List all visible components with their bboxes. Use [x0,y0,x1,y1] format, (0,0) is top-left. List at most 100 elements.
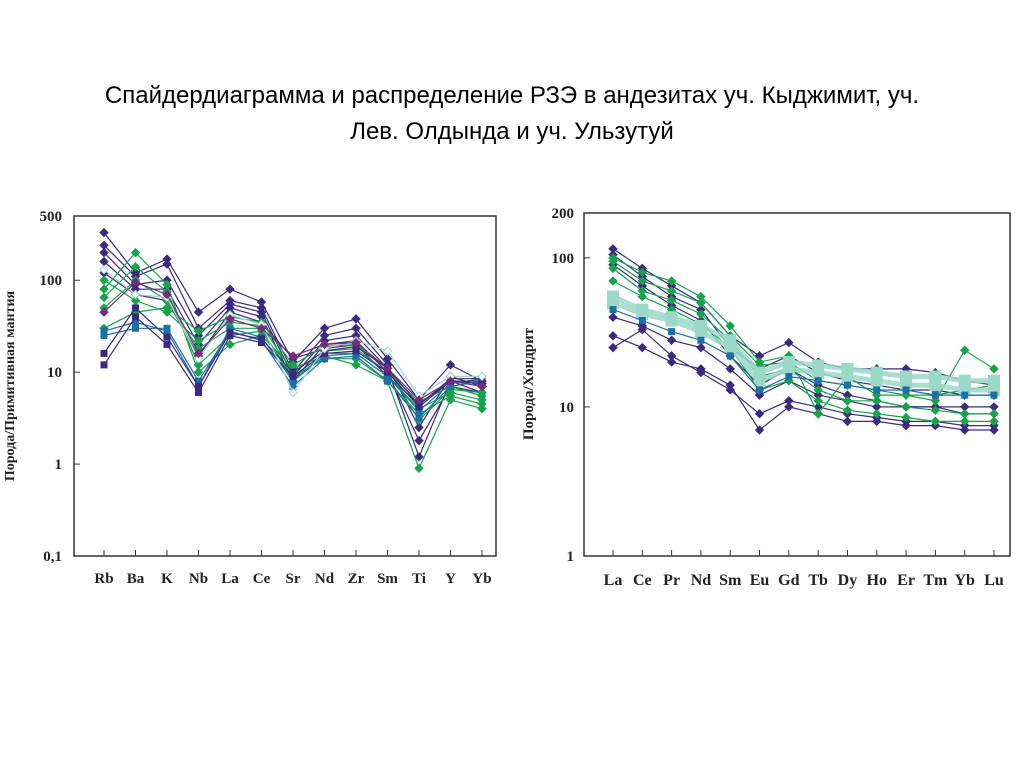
data-point [414,422,424,433]
data-point [258,339,265,347]
series-16 [99,277,487,405]
data-point [666,295,677,305]
data-point [989,409,999,419]
data-point [668,328,676,336]
y-axis-label: Порода/Примитивная мантия [3,290,18,481]
data-point [959,416,970,427]
data-point [725,385,735,395]
data-point [608,263,618,274]
data-point [477,381,487,392]
data-point [843,381,851,389]
data-point [415,407,423,415]
data-point [754,409,765,419]
series-group [99,227,487,473]
y-tick-label: 200 [552,206,575,222]
data-point [813,409,823,419]
series-12 [607,290,1000,387]
x-tick-label: Sm [377,571,398,587]
data-point [414,452,424,462]
series-line [612,316,994,408]
data-point [608,276,618,286]
data-point [258,335,265,343]
x-axis-ticks: La Ce Pr Nd Sm Eu Gd Tb Dy Ho Er Tm Yb Lu [604,550,1004,589]
data-point [289,372,297,380]
x-tick-label: Nd [315,571,335,587]
x-tick-label: Ce [633,572,652,589]
x-tick-label: Pr [663,572,680,589]
data-point [608,342,618,353]
series-line [612,267,994,415]
data-point [637,276,648,286]
data-point [842,396,853,406]
data-point [870,366,883,379]
data-point [130,247,141,258]
x-tick-label: Yb [954,572,975,589]
x-tick-label: Sr [286,571,301,587]
data-point [195,389,202,397]
data-point [414,435,424,446]
data-point [636,303,649,316]
x-tick-label: Y [445,571,456,587]
data-point [902,386,910,394]
y-tick-label: 0,1 [43,549,62,565]
data-point [193,348,204,359]
y-tick-label: 500 [40,209,63,225]
data-point [930,405,941,415]
data-point [288,351,298,361]
data-point [130,262,141,272]
data-point [782,356,795,369]
data-point [696,298,706,308]
data-point [415,414,423,422]
data-point [842,405,853,415]
y-tick-label: 1 [55,457,63,473]
spider-diagram: 500 100 10 1 0,1 Rb Ba K Nb La Ce Sr Nd Zr Sm Ti Y Yb По… [3,209,497,587]
data-point [696,309,706,319]
slide-title-line-2: Лев. Олдында и уч. Ульзутуй [350,118,674,145]
data-point [726,352,734,360]
data-point [989,416,999,427]
x-tick-label: Ce [253,571,271,587]
x-tick-label: Gd [778,572,799,589]
data-point [162,259,172,269]
data-point [841,362,854,375]
x-tick-label: Nb [189,571,208,587]
data-point [930,396,941,406]
data-point [812,359,825,372]
data-point [725,364,735,374]
data-point [225,314,235,324]
data-point [193,360,204,370]
data-point [477,371,487,382]
data-point [842,416,853,427]
data-point [958,374,971,387]
data-point [132,304,139,312]
data-point [193,326,204,336]
y-tick-label: 1 [567,549,575,565]
data-point [697,336,705,344]
series-7 [608,253,999,419]
data-point [382,363,393,374]
data-point [99,275,109,285]
x-tick-label: Nd [691,572,712,589]
data-point [813,396,823,406]
data-point [638,317,646,325]
data-point [99,265,109,275]
x-tick-label: Sm [719,572,742,589]
plot-frame [73,215,497,557]
data-point [415,401,423,409]
data-point [666,357,677,367]
slide-title-line-1: Спайдердиаграмма и распределение РЗЭ в а… [104,82,920,109]
data-point [931,391,939,399]
data-point [193,367,204,377]
data-point [226,324,234,332]
y-axis-ticks: 500 100 10 1 0,1 [40,209,80,565]
series-line [612,309,994,396]
data-point [163,333,171,341]
series-line [612,328,994,427]
data-point [100,327,108,335]
ree-diagram: 200 100 10 1 La Ce Pr Nd Sm Eu Gd Tb Dy Ho Er Tm Yb Lu П… [521,206,1011,589]
data-point [696,367,706,378]
y-tick-label: 100 [552,251,575,267]
series-line [612,335,994,431]
x-tick-label: Er [897,572,915,589]
